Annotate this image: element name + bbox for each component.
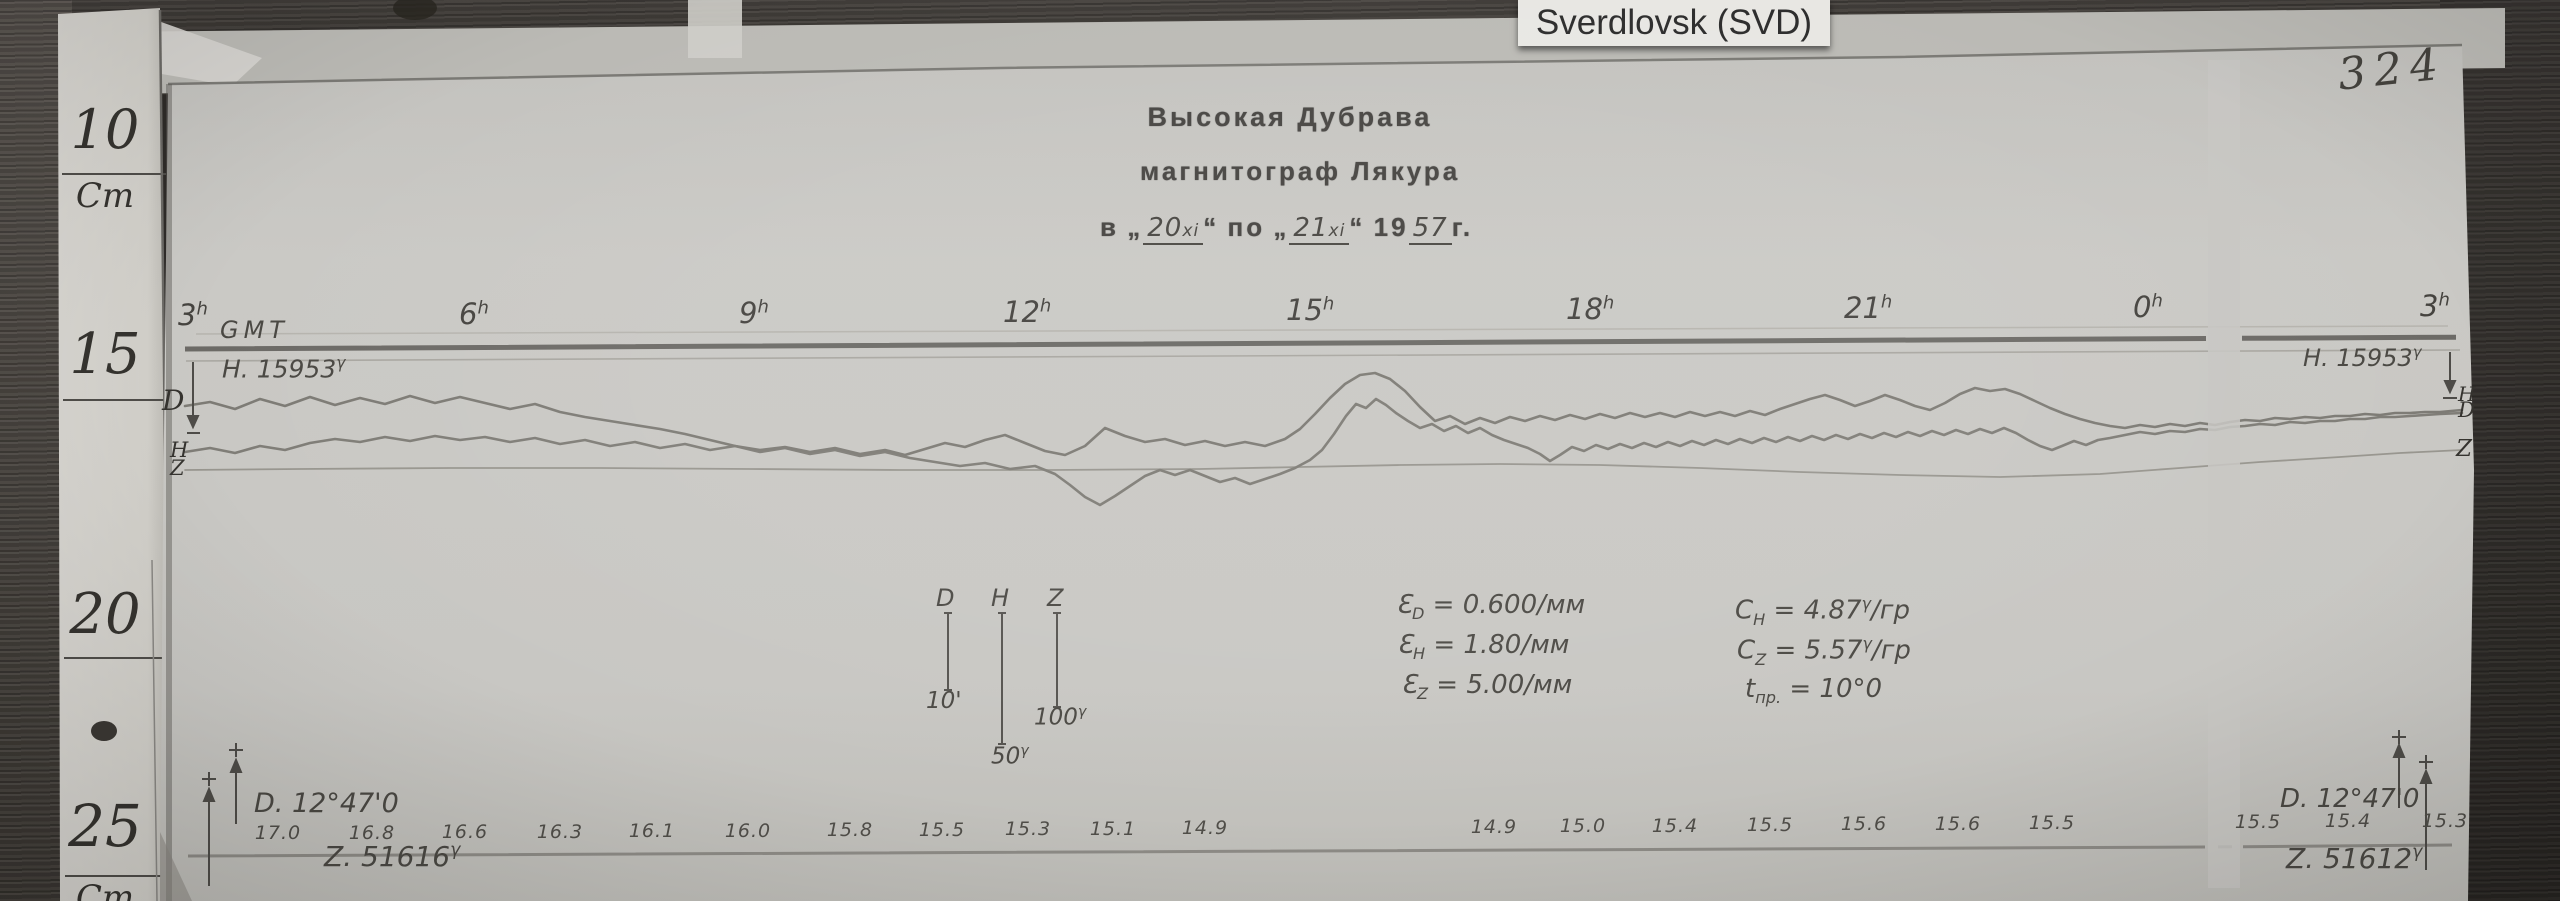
torn-paper-scrap xyxy=(150,18,262,86)
quote-close-2: “ xyxy=(1349,212,1366,242)
time-axis-thick-line xyxy=(184,334,2457,352)
scale-bars xyxy=(944,612,1061,745)
temp-value: 15.1 xyxy=(1089,818,1137,840)
temp-value: 15.5 xyxy=(2234,811,2282,833)
scale-bar-h-label: H xyxy=(991,584,1010,612)
temp-value: 14.9 xyxy=(1470,816,1518,838)
ruler-mark-10: 10 xyxy=(70,98,140,161)
temp-value: 15.0 xyxy=(1559,815,1607,837)
quote-close-1: “ xyxy=(1203,212,1220,242)
date-line: в „ 20xi “ по „ 21xi “ 19 57 г. xyxy=(1100,212,1474,245)
temp-value: 16.8 xyxy=(348,822,396,844)
ruler-mark-25: 25 xyxy=(68,792,142,860)
hour-label: 3h xyxy=(178,298,208,332)
ruler-division-lines xyxy=(62,173,169,877)
h-baseline-label-right: H. 15953γ xyxy=(2303,343,2422,372)
temp-value: 15.5 xyxy=(1746,814,1794,836)
c-h-value: CH = 4.87γ/гр xyxy=(1735,594,1910,629)
right-baseline-arrow xyxy=(2443,352,2457,399)
faint-line-above-axis xyxy=(195,325,2449,335)
d-baseline-label-left: D. 12°47'0 xyxy=(254,788,399,819)
hour-label: 15h xyxy=(1286,293,1335,327)
date-prefix: в xyxy=(1100,212,1119,242)
temp-value: 15.3 xyxy=(2421,810,2469,832)
h-baseline-label-left: H. 15953γ xyxy=(222,354,346,384)
hour-label: 3h xyxy=(2420,289,2450,323)
year-handwritten: 57 xyxy=(1408,213,1452,245)
paper-top-edge-line xyxy=(167,43,2463,86)
ruler-unit-cm-bottom: Ст xyxy=(75,878,135,901)
temp-value: 15.5 xyxy=(918,819,966,841)
left-baseline-arrow xyxy=(186,362,200,434)
ruler-mark-20: 20 xyxy=(69,582,141,647)
scale-bar-d-value: 10' xyxy=(926,688,962,714)
temp-value: 15.3 xyxy=(1004,818,1052,840)
temp-value: 15.4 xyxy=(2324,810,2372,832)
ruler-hole-dot xyxy=(91,721,117,741)
paper-corner-shadow xyxy=(160,832,192,901)
paper-left-shadow xyxy=(166,84,172,901)
trace-label-d-right: D xyxy=(2458,398,2475,422)
d-baseline-label-right: D. 12°47'0 xyxy=(2280,784,2420,814)
ruler-strip xyxy=(58,8,170,901)
epsilon-h-value: ƐH = 1.80/мм xyxy=(1397,630,1570,664)
hour-label: 21h xyxy=(1844,291,1893,325)
paper-tab xyxy=(688,0,742,58)
trace-label-z-left: Z xyxy=(170,456,185,480)
trace-label-h-left: H xyxy=(170,438,189,462)
scale-bar-d-label: D xyxy=(936,584,955,612)
z-baseline-label-left: Z. 51616γ xyxy=(324,840,461,873)
hour-label: 18h xyxy=(1566,292,1615,326)
scale-bar-h-value: 50γ xyxy=(991,743,1029,770)
temp-value: 15.6 xyxy=(1934,813,1982,835)
sheet-seam-band xyxy=(2208,60,2240,888)
t-pr-value: tпр. = 10°0 xyxy=(1745,674,1883,708)
temp-value: 16.0 xyxy=(724,820,772,842)
temp-value: 16.3 xyxy=(536,821,584,843)
temp-value: 15.6 xyxy=(1840,813,1888,835)
year-suffix: г. xyxy=(1451,212,1474,242)
observatory-title: Высокая Дубрава xyxy=(1147,102,1433,132)
trace-label-z-right: Z xyxy=(2456,436,2472,462)
instrument-title: магнитограф Лякура xyxy=(1140,156,1461,186)
temp-value: 15.4 xyxy=(1651,815,1699,837)
ruler-mark-15: 15 xyxy=(69,322,141,387)
wood-knot xyxy=(393,0,437,20)
magnetogram-paper xyxy=(160,45,2474,901)
epsilon-z-value: ƐZ = 5.00/мм xyxy=(1401,670,1573,704)
z-baseline-label-right: Z. 51612γ xyxy=(2286,842,2423,875)
hour-label: 6h xyxy=(459,297,489,331)
bottom-arrows xyxy=(202,730,2433,886)
scale-bar-z-value: 100γ xyxy=(1034,704,1087,731)
date-from-handwritten: 20xi xyxy=(1143,213,1204,245)
scale-bar-z-label: Z xyxy=(1047,584,1064,612)
hour-label: 0h xyxy=(2133,290,2163,324)
temp-value: 15.8 xyxy=(826,819,874,841)
station-label: Sverdlovsk (SVD) xyxy=(1518,0,1830,46)
ruler-unit-cm-top: Ст xyxy=(75,176,135,216)
temp-value: 17.0 xyxy=(254,822,302,844)
gmt-label: GMT xyxy=(220,316,289,344)
hour-label: 12h xyxy=(1003,295,1052,329)
trace-label-d-left: D xyxy=(162,384,185,417)
date-mid: по xyxy=(1227,212,1266,242)
quote-open-2: „ xyxy=(1273,212,1290,242)
temp-value: 15.5 xyxy=(2028,812,2076,834)
epsilon-d-value: ƐD = 0.600/мм xyxy=(1396,590,1586,624)
trace-D xyxy=(183,371,2464,457)
temp-value: 16.1 xyxy=(628,820,676,842)
date-to-handwritten: 21xi xyxy=(1289,213,1350,245)
quote-open-1: „ xyxy=(1127,212,1144,242)
trace-label-h-right: H xyxy=(2458,382,2476,406)
temp-value: 16.6 xyxy=(441,821,489,843)
temp-value: 14.9 xyxy=(1181,817,1229,839)
h-baseline-ruled-line xyxy=(185,349,2461,362)
hour-label: 9h xyxy=(739,296,769,330)
c-z-value: CZ = 5.57γ/гр xyxy=(1737,634,1911,669)
ruler-inner-edge xyxy=(151,559,158,901)
year-printed: 19 xyxy=(1373,212,1409,242)
